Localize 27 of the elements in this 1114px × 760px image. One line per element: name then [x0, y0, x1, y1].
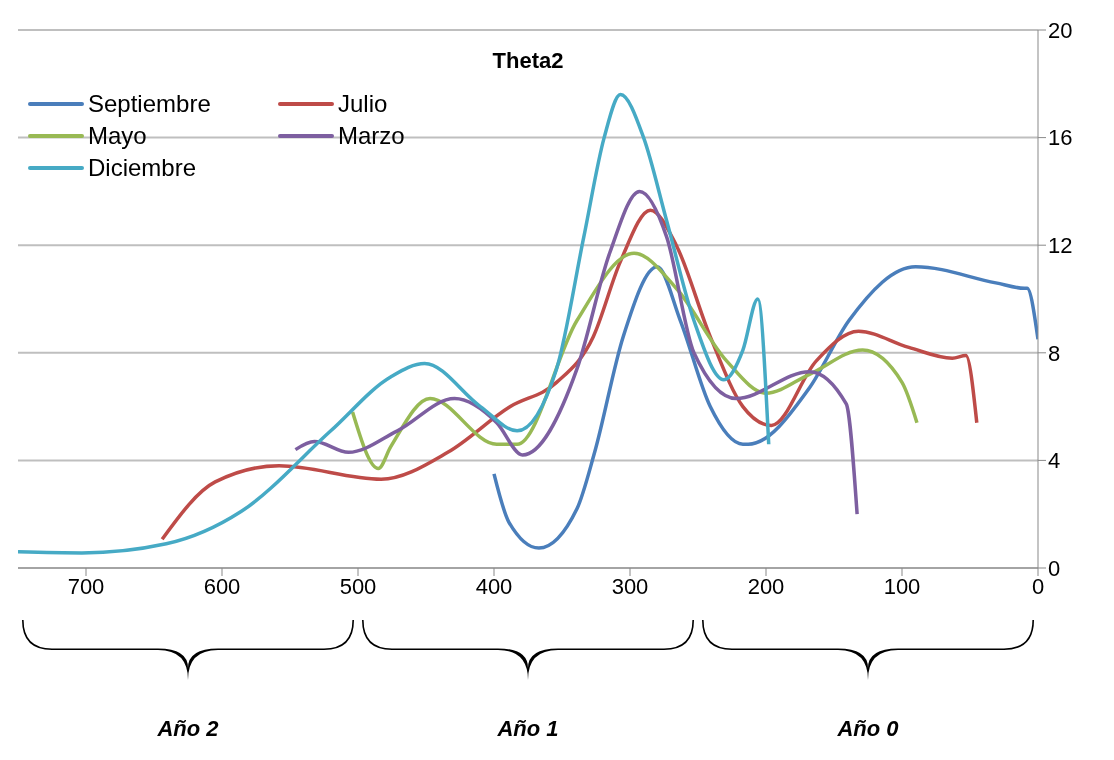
- legend-label: Julio: [338, 90, 388, 118]
- legend-label: Marzo: [338, 122, 405, 150]
- y-tick-label: 4: [1048, 448, 1061, 474]
- y-tick-label: 16: [1048, 125, 1073, 151]
- line-series: [492, 264, 1038, 550]
- x-tick-label: 400: [475, 573, 513, 599]
- text: Año 2: [156, 716, 220, 742]
- x-tick-label: 700: [67, 573, 105, 599]
- y-tick-label: 0: [1048, 555, 1061, 581]
- legend-label: Diciembre: [88, 154, 197, 182]
- x-tick-label: 100: [883, 573, 921, 599]
- y-tick-label: 12: [1048, 233, 1073, 259]
- legend-label: Septiembre: [88, 90, 211, 118]
- line-series: [18, 92, 771, 555]
- x-tick-label: 600: [203, 573, 241, 599]
- x-tick-label: 500: [339, 573, 377, 599]
- x-tick-label: 0: [1031, 573, 1045, 599]
- line-series: [160, 208, 979, 541]
- text: Año 0: [836, 716, 900, 742]
- x-tick-label: 200: [747, 573, 785, 599]
- text: Año 1: [496, 716, 560, 742]
- y-tick-label: 8: [1048, 340, 1061, 366]
- legend-label: Mayo: [88, 122, 147, 150]
- x-tick-label: 300: [611, 573, 649, 599]
- text: Theta2: [491, 48, 565, 74]
- y-tick-label: 20: [1048, 17, 1073, 43]
- line-series: [293, 189, 859, 516]
